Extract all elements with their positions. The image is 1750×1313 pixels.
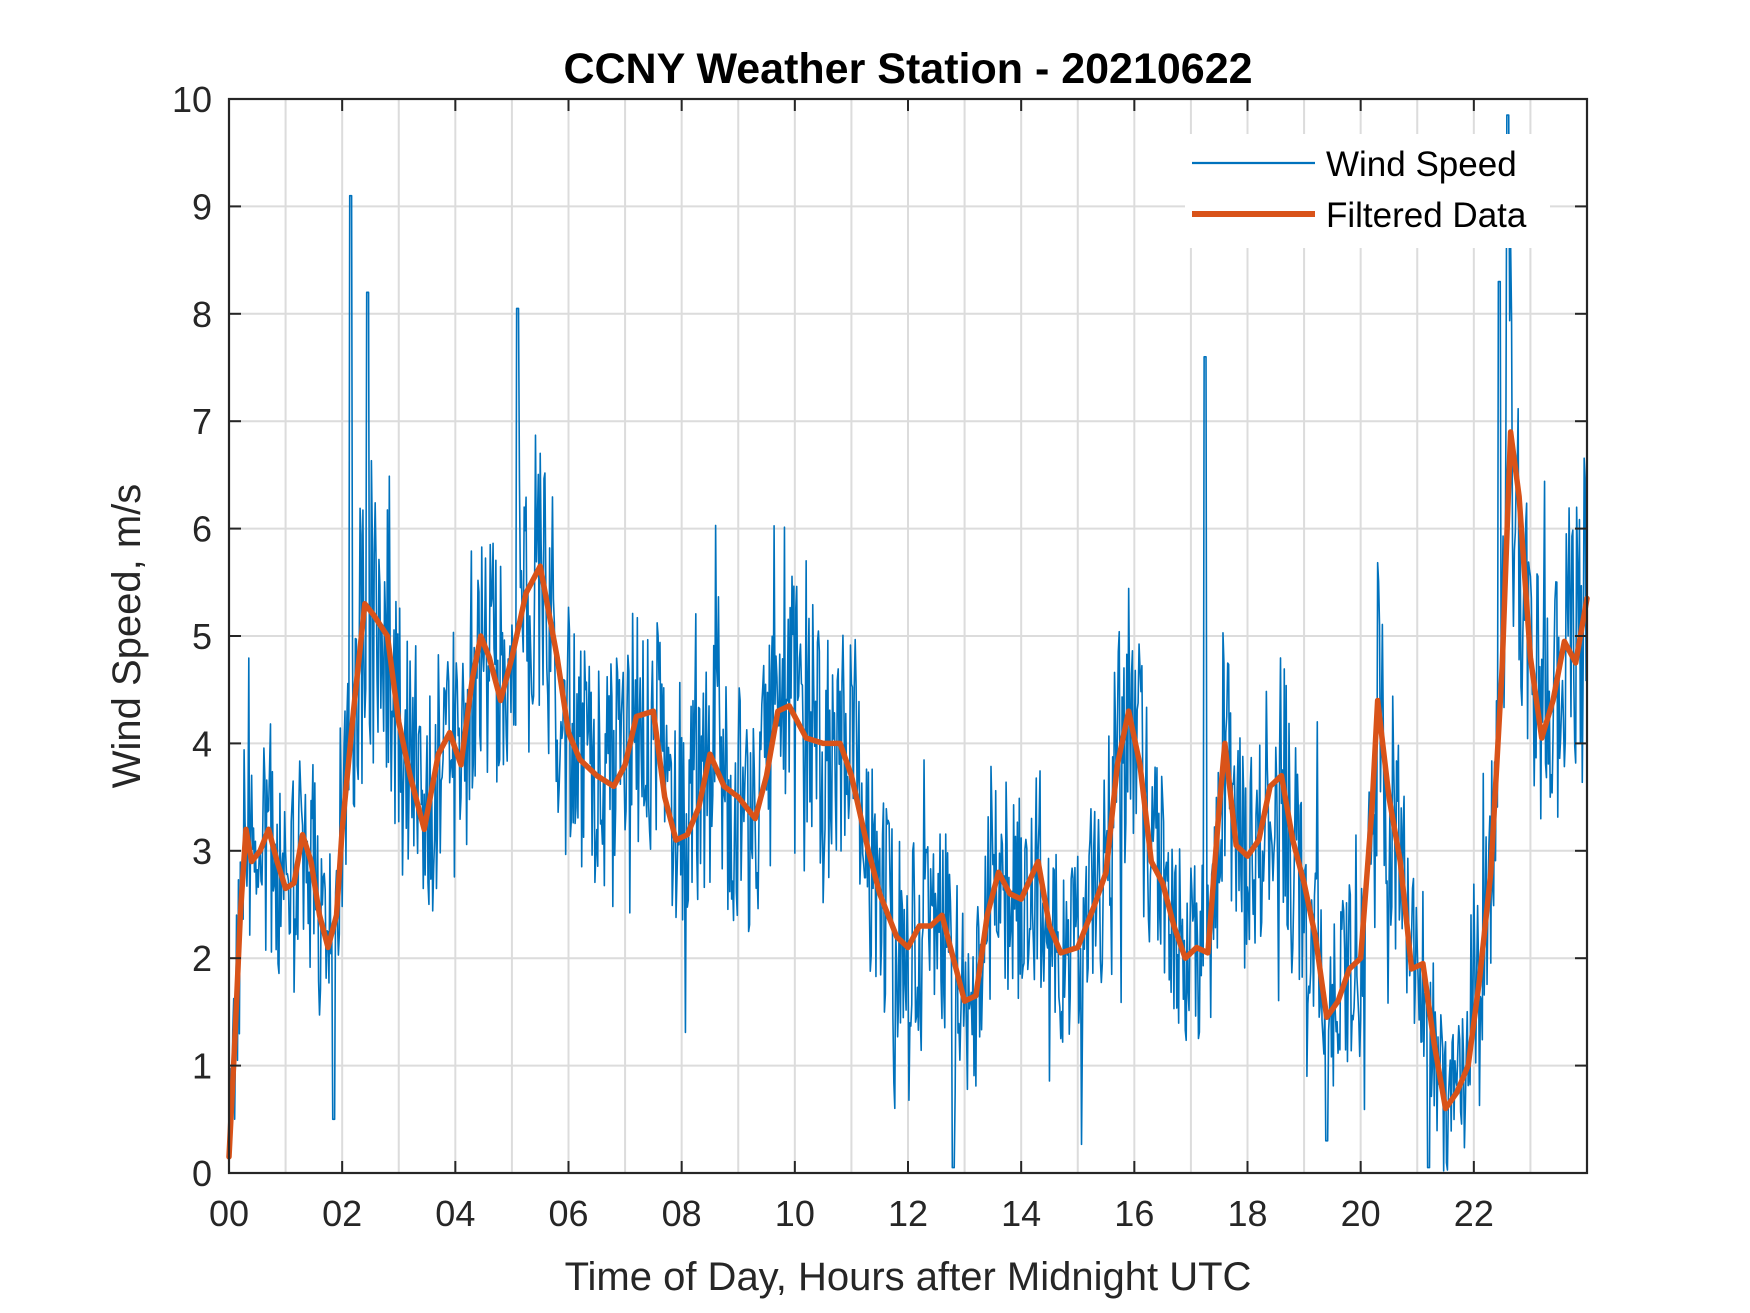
x-tick-label: 00 xyxy=(209,1193,249,1234)
y-tick-label: 7 xyxy=(192,401,212,442)
y-tick-label: 8 xyxy=(192,294,212,335)
chart-title: CCNY Weather Station - 20210622 xyxy=(563,45,1252,93)
legend-filtered-data-label: Filtered Data xyxy=(1326,196,1527,235)
x-tick-label: 18 xyxy=(1227,1193,1267,1234)
x-tick-label: 22 xyxy=(1454,1193,1494,1234)
legend-wind-speed-label: Wind Speed xyxy=(1326,145,1517,184)
x-tick-label: 20 xyxy=(1341,1193,1381,1234)
x-tick-label: 14 xyxy=(1001,1193,1041,1234)
legend-box xyxy=(1185,134,1550,248)
legend: Wind Speed Filtered Data xyxy=(1185,134,1550,248)
x-tick-label: 04 xyxy=(435,1193,475,1234)
y-tick-label: 5 xyxy=(192,616,212,657)
x-tick-label: 08 xyxy=(662,1193,702,1234)
wind-speed-series xyxy=(228,114,1587,1172)
x-tick-labels: 00 02 04 06 08 10 12 14 16 18 20 22 xyxy=(209,1193,1494,1234)
y-tick-label: 4 xyxy=(192,723,212,764)
x-tick-label: 16 xyxy=(1114,1193,1154,1234)
wind-speed-line xyxy=(228,114,1587,1172)
y-axis-label: Wind Speed, m/s xyxy=(105,484,149,789)
y-tick-label: 3 xyxy=(192,831,212,872)
filtered-data-series xyxy=(226,429,1590,1160)
y-tick-label: 0 xyxy=(192,1153,212,1194)
y-tick-labels: 0 1 2 3 4 5 6 7 8 9 10 xyxy=(172,79,212,1194)
y-tick-label: 2 xyxy=(192,938,212,979)
y-tick-label: 10 xyxy=(172,79,212,120)
y-tick-label: 9 xyxy=(192,186,212,227)
filtered-data-line xyxy=(226,429,1590,1160)
x-axis-label: Time of Day, Hours after Midnight UTC xyxy=(565,1255,1252,1299)
x-tick-label: 10 xyxy=(775,1193,815,1234)
x-tick-label: 12 xyxy=(888,1193,928,1234)
x-tick-label: 06 xyxy=(548,1193,588,1234)
y-tick-label: 1 xyxy=(192,1046,212,1087)
x-tick-label: 02 xyxy=(322,1193,362,1234)
y-tick-label: 6 xyxy=(192,509,212,550)
axes-box xyxy=(227,97,1589,1175)
